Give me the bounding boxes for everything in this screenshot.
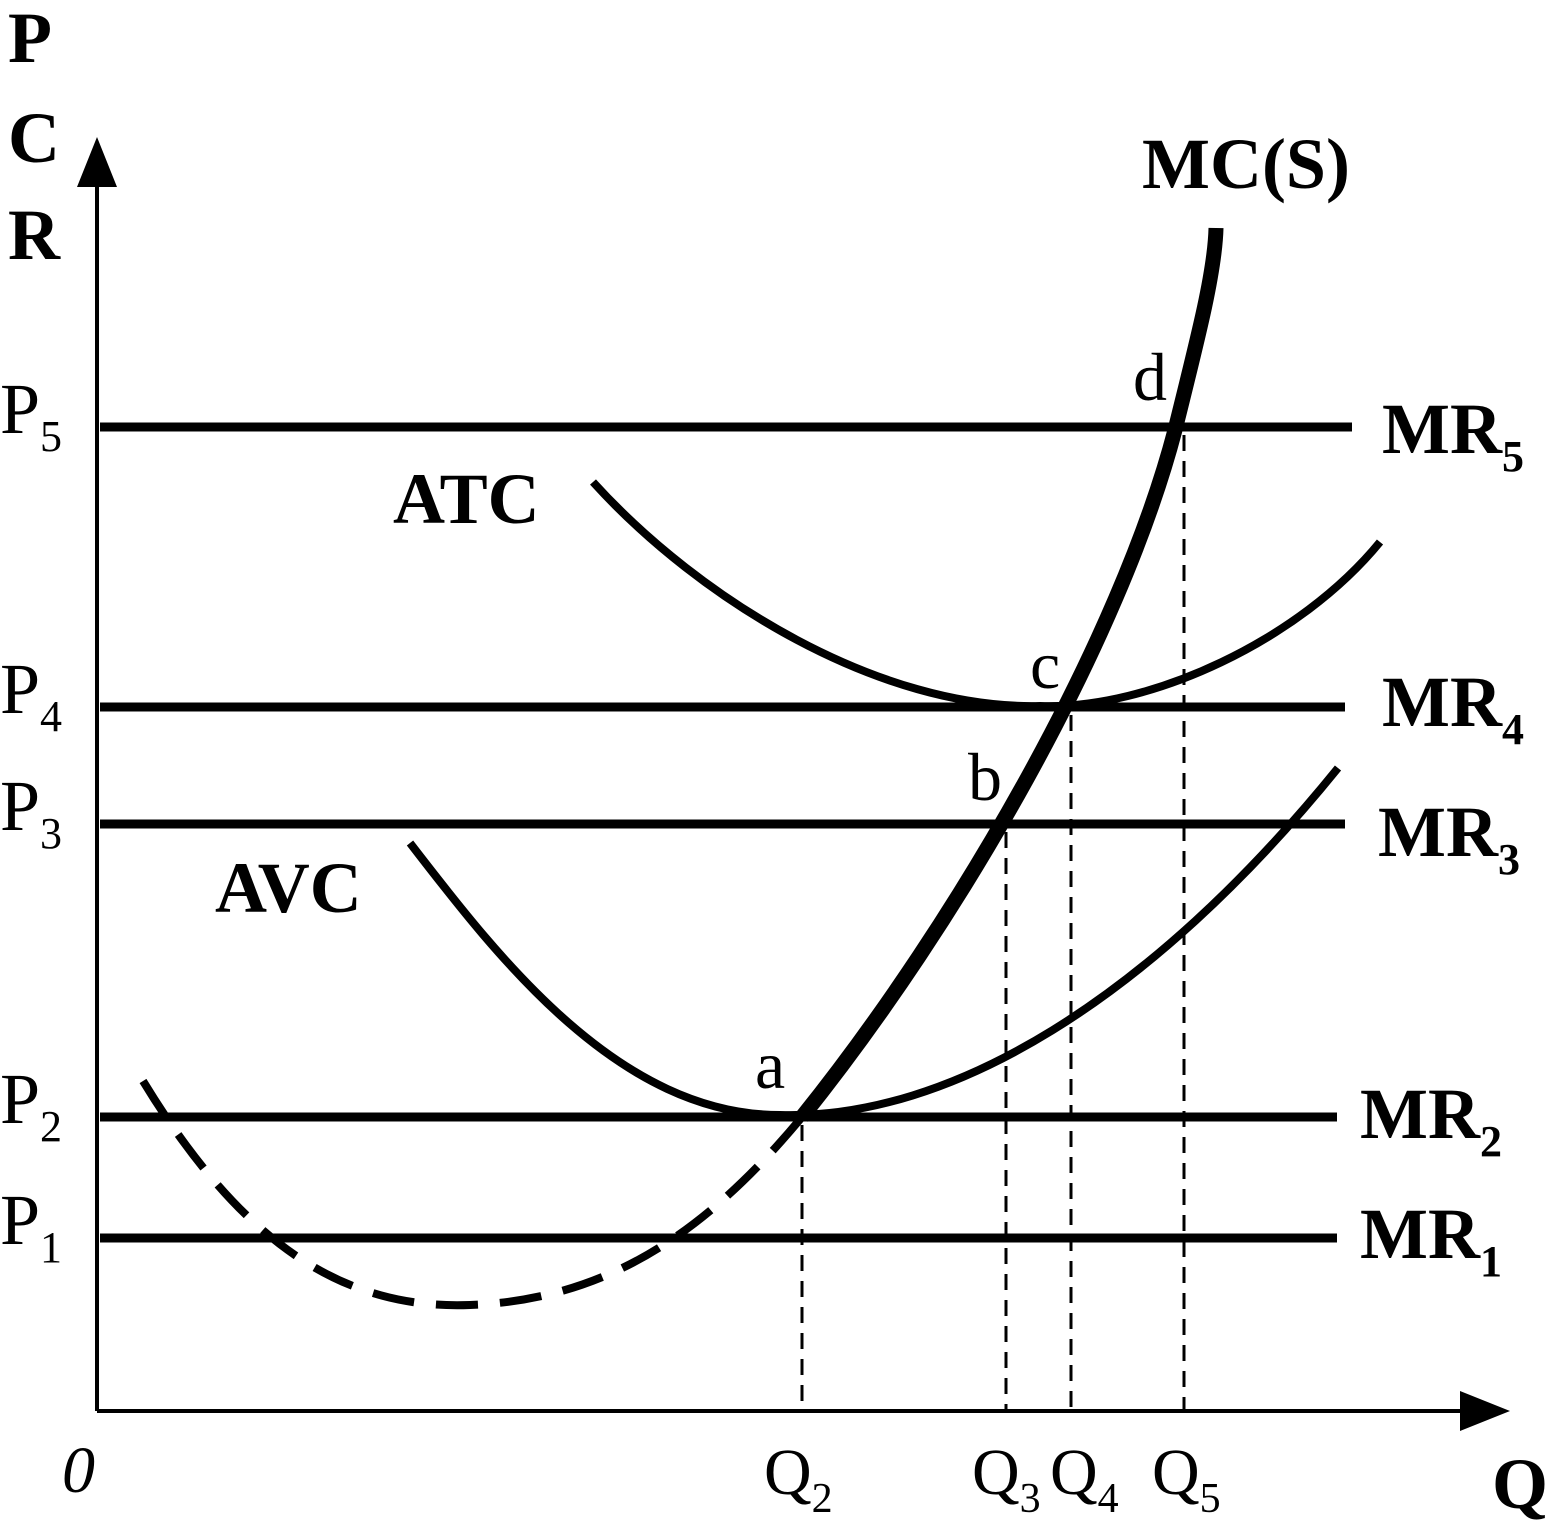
atc-curve xyxy=(590,479,1384,711)
quantity-guides xyxy=(800,435,1186,1411)
q2-label: Q2 xyxy=(764,1436,833,1522)
avc-curve xyxy=(406,765,1342,1120)
y-axis-label-p: P xyxy=(8,0,52,78)
x-axis-arrowhead xyxy=(1460,1391,1510,1431)
q3-label: Q3 xyxy=(972,1436,1041,1522)
mr-lines xyxy=(100,422,1352,1243)
q5-label: Q5 xyxy=(1152,1436,1221,1522)
mr5-label: MR5 xyxy=(1382,389,1524,481)
point-b-label: b xyxy=(968,739,1002,815)
mc-curve-dashed xyxy=(139,1078,806,1310)
mc-curve-supply xyxy=(796,227,1224,1122)
y-axis-label-c: C xyxy=(8,98,60,178)
point-a-label: a xyxy=(755,1027,785,1103)
price-label-p5: P5 xyxy=(0,369,62,461)
mr3-label: MR3 xyxy=(1378,792,1520,884)
x-axis-label: Q xyxy=(1492,1444,1548,1524)
mr-labels: MR5 MR4 MR3 MR2 MR1 xyxy=(1360,389,1524,1286)
price-label-p1: P1 xyxy=(0,1180,62,1272)
price-label-p2: P2 xyxy=(0,1059,62,1151)
mr2-label: MR2 xyxy=(1360,1074,1502,1166)
q4-label: Q4 xyxy=(1050,1436,1119,1522)
quantity-labels: Q2 Q3 Q4 Q5 xyxy=(764,1436,1221,1522)
price-labels: P5 P4 P3 P2 P1 xyxy=(0,369,62,1272)
atc-curve-label: ATC xyxy=(393,459,540,539)
point-c-label: c xyxy=(1030,627,1060,703)
mc-curve-label: MC(S) xyxy=(1142,124,1350,204)
price-label-p3: P3 xyxy=(0,766,62,858)
y-axis-label-r: R xyxy=(8,195,61,275)
origin-label: 0 xyxy=(62,1434,95,1507)
mr1-label: MR1 xyxy=(1360,1194,1502,1286)
avc-curve-label: AVC xyxy=(215,848,362,928)
axes xyxy=(77,137,1510,1431)
point-d-label: d xyxy=(1133,339,1167,415)
y-axis-arrowhead xyxy=(77,137,117,187)
mr4-label: MR4 xyxy=(1382,662,1524,754)
price-label-p4: P4 xyxy=(0,649,62,741)
